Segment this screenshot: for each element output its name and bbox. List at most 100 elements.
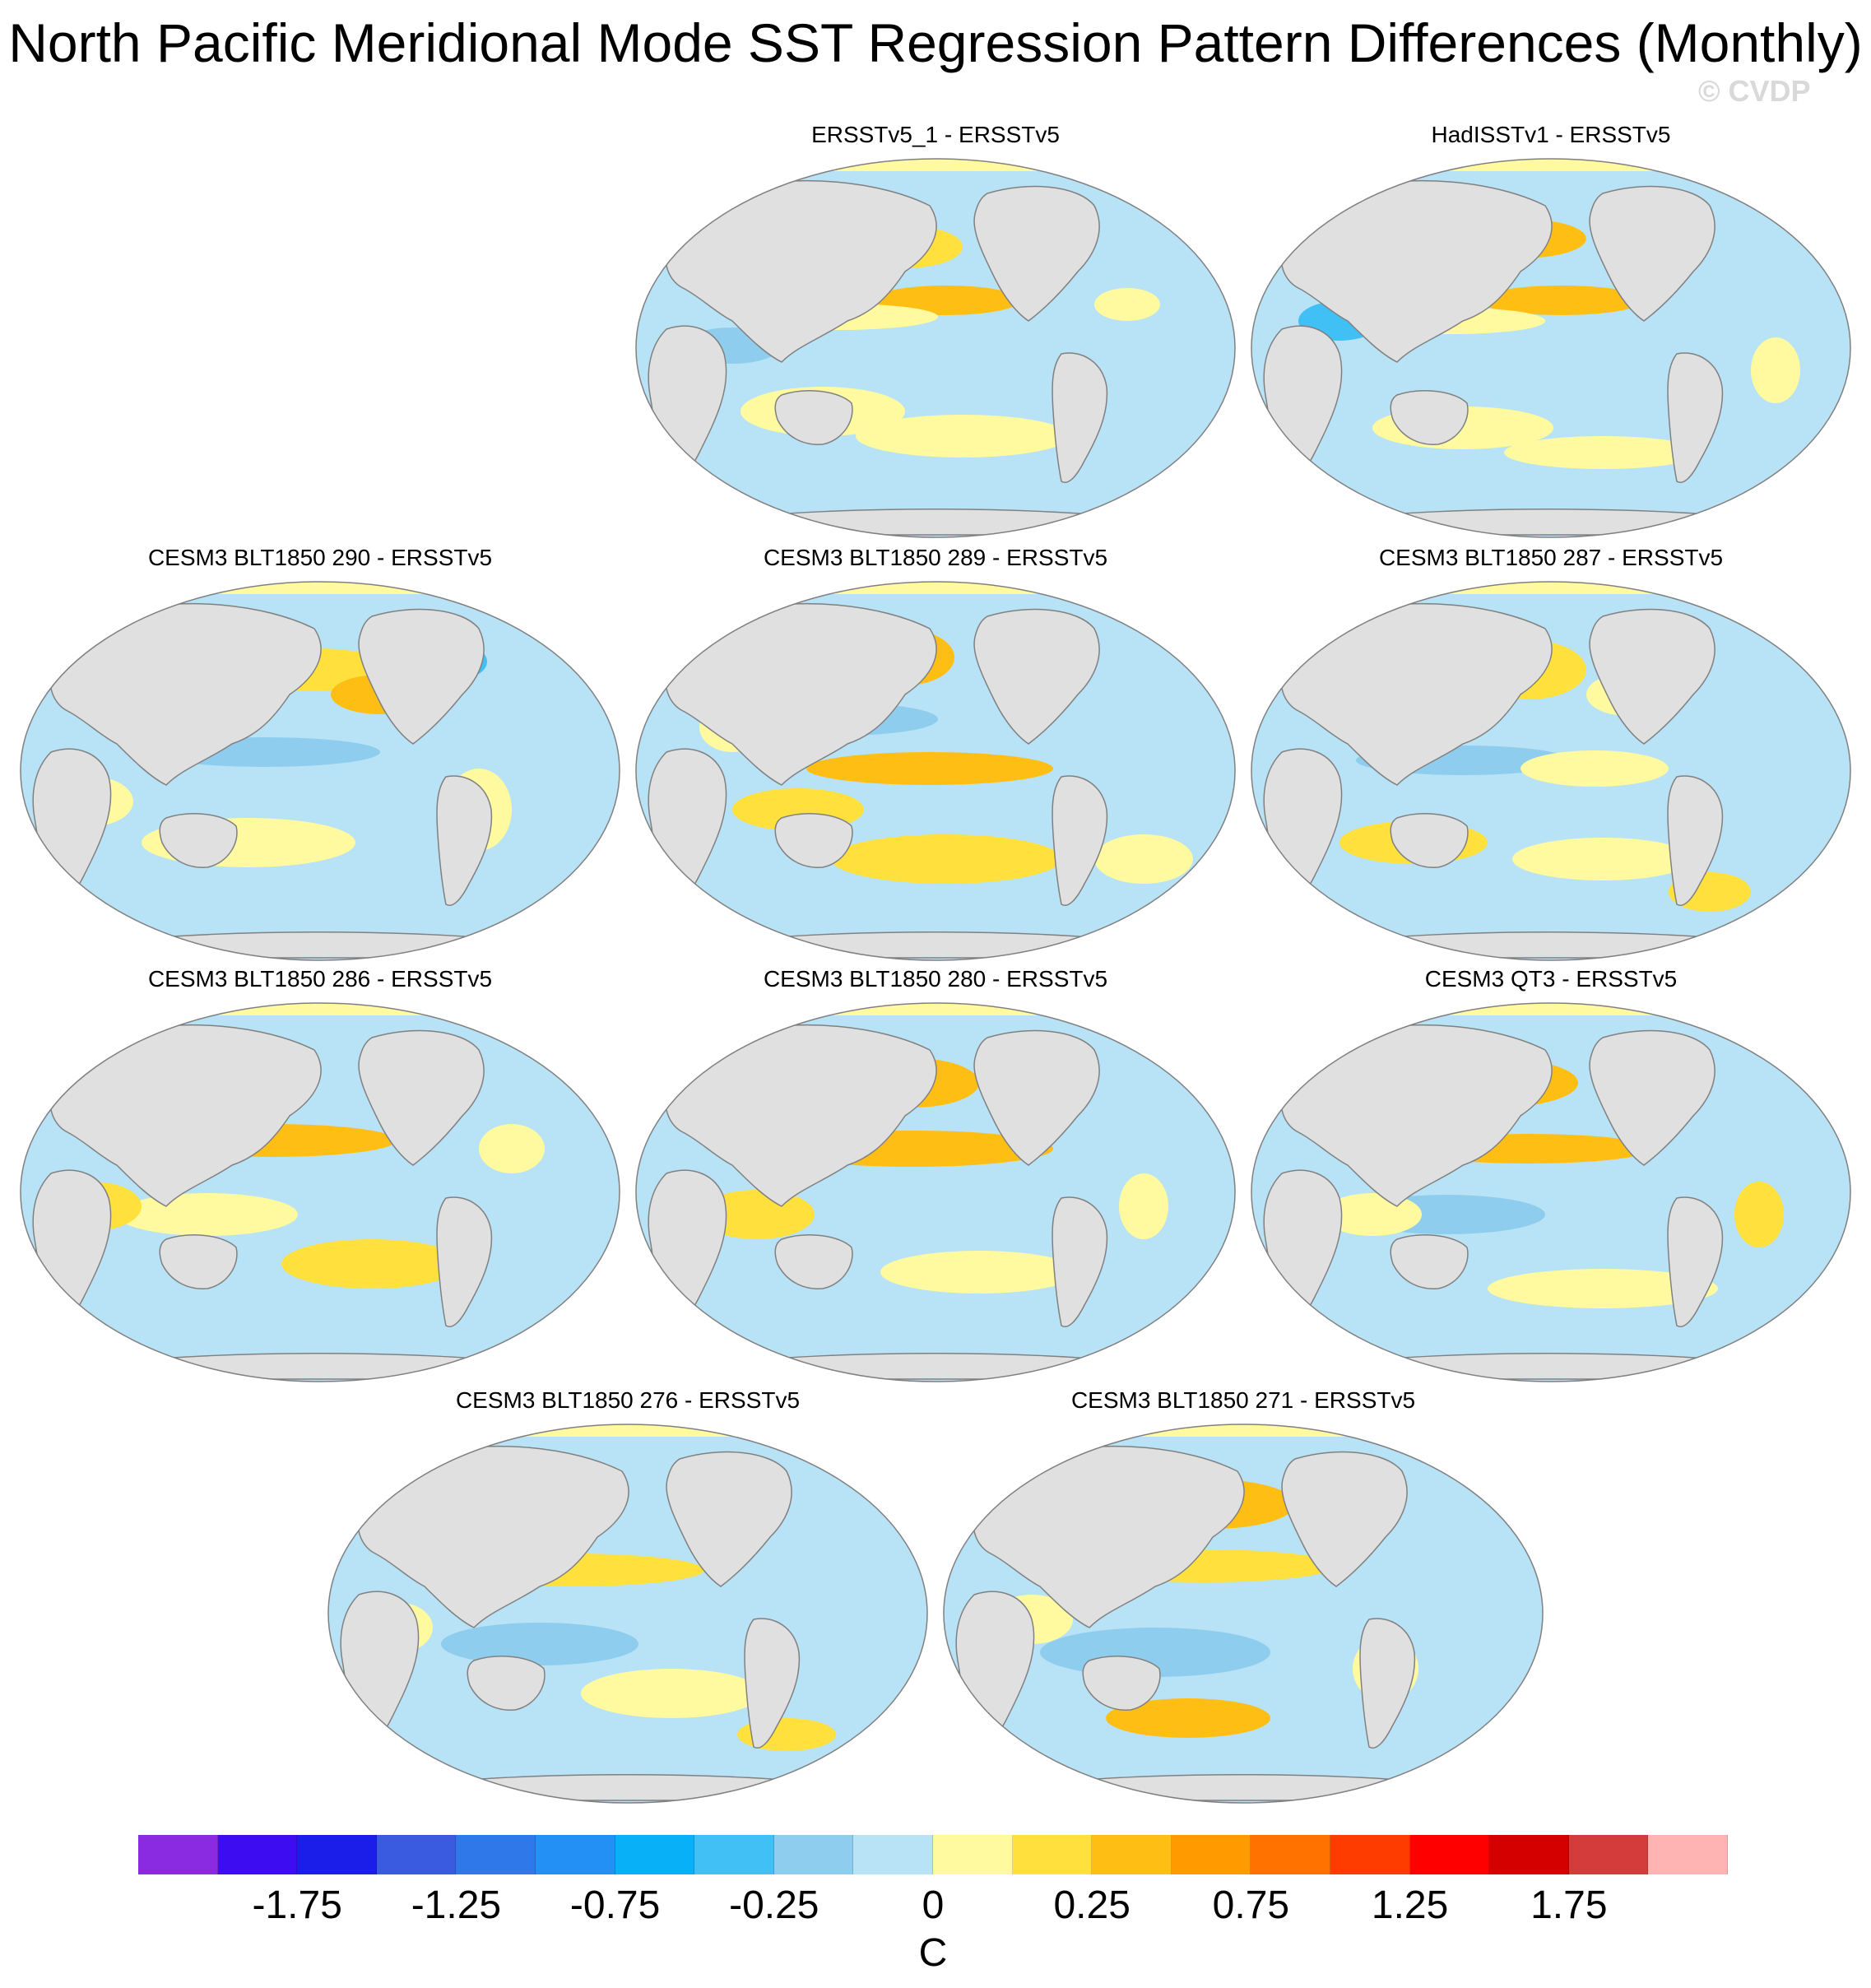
map-outline — [1251, 1002, 1851, 1382]
colorbar-box — [535, 1835, 615, 1874]
colorbar-tick-label: 1.75 — [1530, 1883, 1608, 1927]
colorbar-box — [1489, 1835, 1569, 1874]
sst-anomaly-region — [1504, 436, 1702, 469]
map-panel: CESM3 BLT1850 289 - ERSSTv5 — [634, 545, 1237, 961]
colorbar-box — [1012, 1835, 1093, 1874]
colorbar-box — [138, 1835, 218, 1874]
sst-anomaly-region — [479, 1124, 545, 1173]
land-australia — [159, 1234, 238, 1289]
map-outline — [943, 1424, 1544, 1804]
land-north-america — [358, 608, 485, 745]
map-outline — [20, 581, 620, 961]
world-map — [327, 1424, 928, 1804]
world-map — [20, 1002, 620, 1382]
world-map — [635, 158, 1236, 538]
sst-anomaly-region — [880, 1251, 1078, 1294]
land-north-america — [1589, 185, 1715, 322]
colorbar-units: C — [918, 1931, 948, 1975]
sst-anomaly-region — [1094, 834, 1193, 884]
land-north-america — [1589, 1029, 1715, 1166]
map-panel: CESM3 BLT1850 290 - ERSSTv5 — [18, 545, 622, 961]
sst-anomaly-region — [1520, 750, 1669, 787]
sst-anomaly-region — [441, 1623, 638, 1665]
land-australia — [1082, 1656, 1161, 1711]
colorbar-box — [456, 1835, 536, 1874]
colorbar-box — [376, 1835, 457, 1874]
world-map — [1251, 581, 1851, 961]
panel-title: HadISSTv1 - ERSSTv5 — [1431, 122, 1671, 147]
sst-anomaly-region — [1488, 1269, 1718, 1308]
land-north-america — [666, 1451, 792, 1587]
colorbar-box — [615, 1835, 695, 1874]
land-antarctica — [115, 931, 522, 959]
land-south-america — [1667, 352, 1724, 483]
panel-title: CESM3 BLT1850 271 - ERSSTv5 — [1070, 1387, 1416, 1413]
land-antarctica — [1038, 1774, 1445, 1801]
cvdp-watermark: © CVDP — [1698, 74, 1811, 108]
land-south-america — [1052, 1196, 1108, 1327]
world-map — [635, 1002, 1236, 1382]
map-outline — [635, 581, 1236, 961]
map-panel: CESM3 BLT1850 276 - ERSSTv5 — [326, 1387, 930, 1804]
panel-title: CESM3 BLT1850 289 - ERSSTv5 — [763, 545, 1108, 570]
colorbar-box — [694, 1835, 774, 1874]
land-south-america — [1052, 775, 1108, 906]
map-panel: ERSSTv5_1 - ERSSTv5 — [634, 122, 1237, 538]
map-panel: CESM3 BLT1850 286 - ERSSTv5 — [18, 966, 622, 1382]
colorbar-box — [217, 1835, 298, 1874]
land-north-america — [1589, 608, 1715, 745]
sst-anomaly-region — [117, 1193, 298, 1236]
land-south-america — [436, 775, 493, 906]
sst-anomaly-region — [1119, 1173, 1168, 1239]
land-australia — [1390, 813, 1469, 868]
map-panel: CESM3 BLT1850 271 - ERSSTv5 — [941, 1387, 1545, 1804]
land-australia — [1390, 1234, 1469, 1289]
land-north-america — [973, 608, 1100, 745]
map-outline — [1251, 581, 1851, 961]
land-north-america — [973, 1029, 1100, 1166]
land-australia — [774, 390, 853, 445]
sst-anomaly-region — [856, 415, 1070, 458]
land-south-america — [1667, 1196, 1724, 1327]
world-map — [20, 581, 620, 961]
map-panel: HadISSTv1 - ERSSTv5 — [1249, 122, 1853, 538]
colorbar — [138, 1835, 1728, 1874]
world-map — [1251, 158, 1851, 538]
world-map — [635, 581, 1236, 961]
land-south-america — [436, 1196, 493, 1327]
land-south-america — [1667, 775, 1724, 906]
land-antarctica — [731, 931, 1137, 959]
land-antarctica — [731, 1353, 1137, 1380]
panel-title: CESM3 BLT1850 280 - ERSSTv5 — [763, 966, 1108, 992]
land-antarctica — [1346, 1353, 1753, 1380]
sst-anomaly-region — [831, 834, 1061, 884]
colorbar-tick-label: 1.25 — [1371, 1883, 1449, 1927]
land-australia — [159, 813, 238, 868]
map-panel: CESM3 BLT1850 287 - ERSSTv5 — [1249, 545, 1853, 961]
map-outline — [20, 1002, 620, 1382]
colorbar-tick-label: -0.25 — [729, 1883, 819, 1927]
figure-title: North Pacific Meridional Mode SST Regres… — [8, 12, 1863, 73]
land-australia — [1390, 390, 1469, 445]
sst-anomaly-region — [1094, 288, 1160, 321]
world-map — [1251, 1002, 1851, 1382]
colorbar-box — [1330, 1835, 1410, 1874]
land-australia — [467, 1656, 546, 1711]
sst-anomaly-region — [581, 1669, 762, 1718]
colorbar-tick-label: 0.75 — [1212, 1883, 1290, 1927]
map-panel: CESM3 QT3 - ERSSTv5 — [1249, 966, 1853, 1382]
colorbar-box — [932, 1835, 1013, 1874]
colorbar-box — [1092, 1835, 1172, 1874]
panel-title: CESM3 BLT1850 287 - ERSSTv5 — [1378, 545, 1724, 570]
colorbar-box — [1251, 1835, 1330, 1874]
panel-title: CESM3 QT3 - ERSSTv5 — [1424, 966, 1678, 992]
map-outline — [1251, 158, 1851, 538]
sst-anomaly-region — [1734, 1182, 1784, 1247]
sst-anomaly-region — [806, 752, 1053, 785]
land-north-america — [1281, 1451, 1408, 1587]
colorbar-box — [1648, 1835, 1728, 1874]
colorbar-box — [297, 1835, 377, 1874]
land-antarctica — [423, 1774, 829, 1801]
map-outline — [327, 1424, 928, 1804]
land-antarctica — [115, 1353, 522, 1380]
